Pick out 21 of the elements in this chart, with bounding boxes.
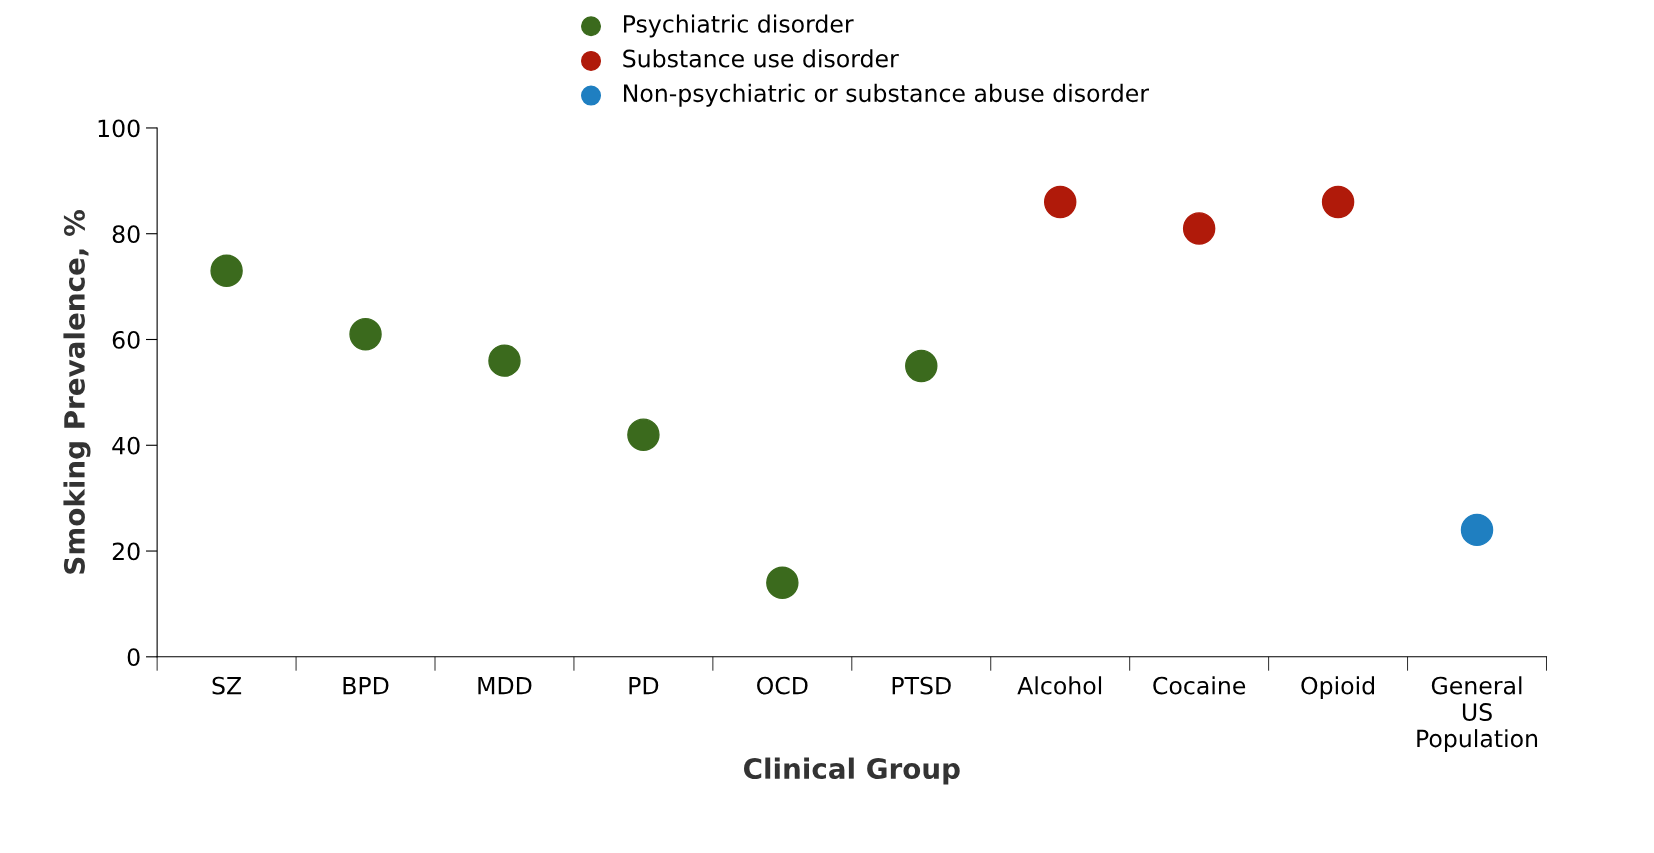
x-tick-label: SZ — [212, 676, 242, 695]
y-tick-label: 20 — [112, 542, 140, 561]
y-tick-label: 60 — [112, 330, 140, 349]
x-tick-label: OCD — [757, 676, 808, 695]
x-axis-title: Clinical Group — [744, 757, 960, 785]
y-tick-label: 0 — [127, 648, 140, 667]
y-axis-title: Smoking Prevalence, % — [63, 209, 91, 574]
x-tick-label: PTSD — [892, 676, 951, 695]
x-tick-label: General US Population — [1417, 676, 1538, 752]
x-tick-label: BPD — [343, 676, 389, 695]
x-tick-label: MDD — [478, 676, 532, 695]
legend-label: Psychiatric disorder — [624, 14, 854, 38]
x-tick-label: PD — [629, 676, 659, 695]
x-tick-label: Alcohol — [1017, 676, 1102, 695]
x-tick-label: Opioid — [1301, 676, 1374, 700]
y-tick-label: 40 — [112, 436, 140, 455]
y-tick-label: 80 — [112, 225, 140, 244]
y-tick-label: 100 — [98, 119, 140, 138]
legend-label: Non-psychiatric or substance abuse disorder — [624, 83, 1150, 107]
legend-label: Substance use disorder — [623, 49, 899, 68]
x-tick-label: Cocaine — [1153, 676, 1246, 695]
